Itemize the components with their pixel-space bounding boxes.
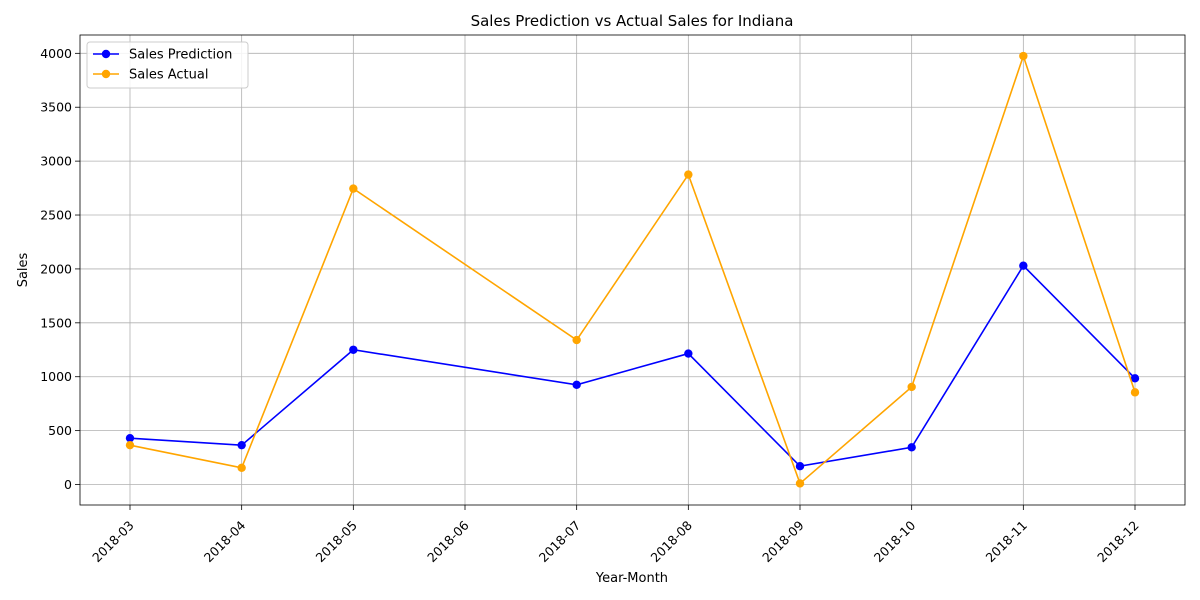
legend-item: Sales Prediction — [93, 48, 232, 63]
data-point — [684, 349, 693, 358]
data-point — [125, 440, 135, 450]
chart-title: Sales Prediction vs Actual Sales for Ind… — [471, 12, 794, 30]
legend-item: Sales Actual — [93, 68, 208, 83]
data-point — [1130, 388, 1140, 397]
y-tick-label: 0 — [64, 477, 72, 492]
y-tick-label: 1000 — [40, 369, 72, 384]
x-axis-label: Year-Month — [595, 571, 668, 586]
plot-frame — [79, 34, 1186, 506]
data-point — [237, 440, 246, 450]
y-tick-label: 2500 — [40, 208, 72, 223]
data-point — [684, 170, 693, 179]
data-point — [795, 479, 805, 488]
data-point — [1019, 261, 1028, 270]
y-tick-label: 3500 — [40, 100, 72, 115]
y-tick-label: 500 — [48, 423, 72, 438]
data-point — [1019, 51, 1028, 61]
legend-box — [86, 41, 249, 89]
data-point — [349, 184, 358, 193]
data-point — [572, 335, 581, 345]
legend-label: Sales Actual — [129, 68, 208, 83]
data-point — [795, 461, 805, 471]
data-point — [907, 443, 916, 452]
y-tick-label: 4000 — [40, 46, 72, 61]
legend-marker — [101, 49, 111, 59]
y-tick-label: 3000 — [40, 154, 72, 169]
data-point — [1130, 374, 1140, 383]
series-lines — [125, 51, 1140, 488]
data-point — [125, 433, 135, 443]
y-tick-label: 1500 — [40, 315, 72, 330]
data-point — [349, 345, 358, 354]
series-sales-prediction — [125, 261, 1140, 471]
y-axis-label: Sales — [16, 252, 31, 287]
y-axis-ticks: 0 500 1000 1500 2000 2500 3000 3500 4000 — [40, 46, 80, 492]
grid-lines — [80, 35, 1185, 505]
series-sales-actual — [125, 51, 1140, 488]
data-point — [907, 382, 916, 392]
legend: Sales Prediction Sales Actual — [86, 41, 249, 89]
data-point — [572, 380, 581, 390]
legend-label: Sales Prediction — [129, 48, 232, 63]
legend-marker — [101, 69, 111, 79]
data-point — [237, 463, 246, 473]
y-tick-label: 2000 — [40, 261, 72, 276]
